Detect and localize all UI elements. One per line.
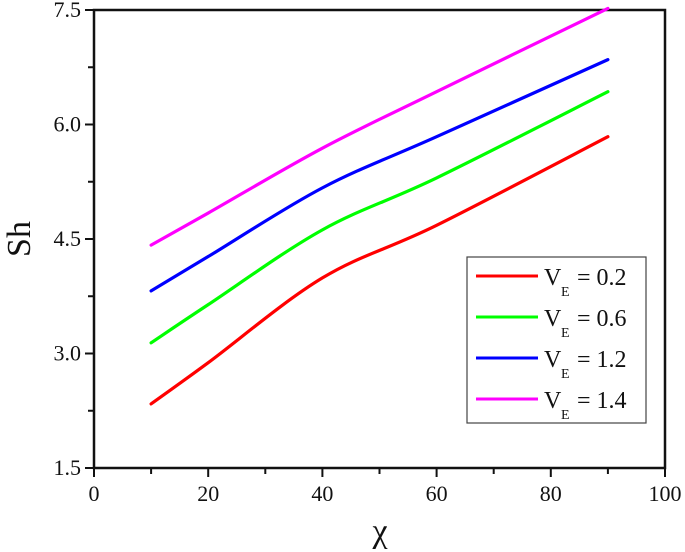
x-tick-label: 0 — [89, 481, 100, 506]
x-axis-ticks: 0 20 40 60 80 100 — [89, 468, 682, 506]
y-tick-label: 6.0 — [54, 112, 82, 137]
y-tick-label: 3.0 — [54, 341, 82, 366]
series-line-1 — [149, 90, 610, 345]
y-axis-title: Sh — [1, 221, 38, 257]
legend-label: V — [544, 388, 562, 414]
legend-label-value: = 0.2 — [577, 265, 627, 291]
legend-label-value: = 1.2 — [577, 347, 627, 373]
legend-label-subscript: E — [561, 285, 570, 300]
x-tick-label: 80 — [540, 481, 562, 506]
x-tick-label: 60 — [426, 481, 448, 506]
series-line-3 — [149, 6, 610, 247]
legend-label: V — [544, 265, 562, 291]
legend-label: V — [544, 347, 562, 373]
y-tick-label: 1.5 — [54, 455, 82, 480]
series-lines — [149, 6, 610, 406]
y-axis-ticks: 1.5 3.0 4.5 6.0 7.5 — [54, 0, 94, 480]
y-tick-label: 7.5 — [54, 0, 82, 22]
x-axis-title: χ — [371, 513, 387, 550]
x-tick-label: 20 — [197, 481, 219, 506]
legend-label-value: = 0.6 — [577, 306, 627, 332]
legend-label-subscript: E — [561, 326, 570, 341]
series-line-2 — [149, 58, 610, 293]
legend-label: V — [544, 306, 562, 332]
legend-label-subscript: E — [561, 367, 570, 382]
y-tick-label: 4.5 — [54, 226, 82, 251]
x-tick-label: 40 — [311, 481, 333, 506]
legend: VE= 0.2VE= 0.6VE= 1.2VE= 1.4 — [466, 256, 647, 424]
legend-label-value: = 1.4 — [577, 388, 627, 414]
x-tick-label: 100 — [649, 481, 682, 506]
legend-label-subscript: E — [561, 408, 570, 423]
series-line-0 — [149, 135, 610, 406]
